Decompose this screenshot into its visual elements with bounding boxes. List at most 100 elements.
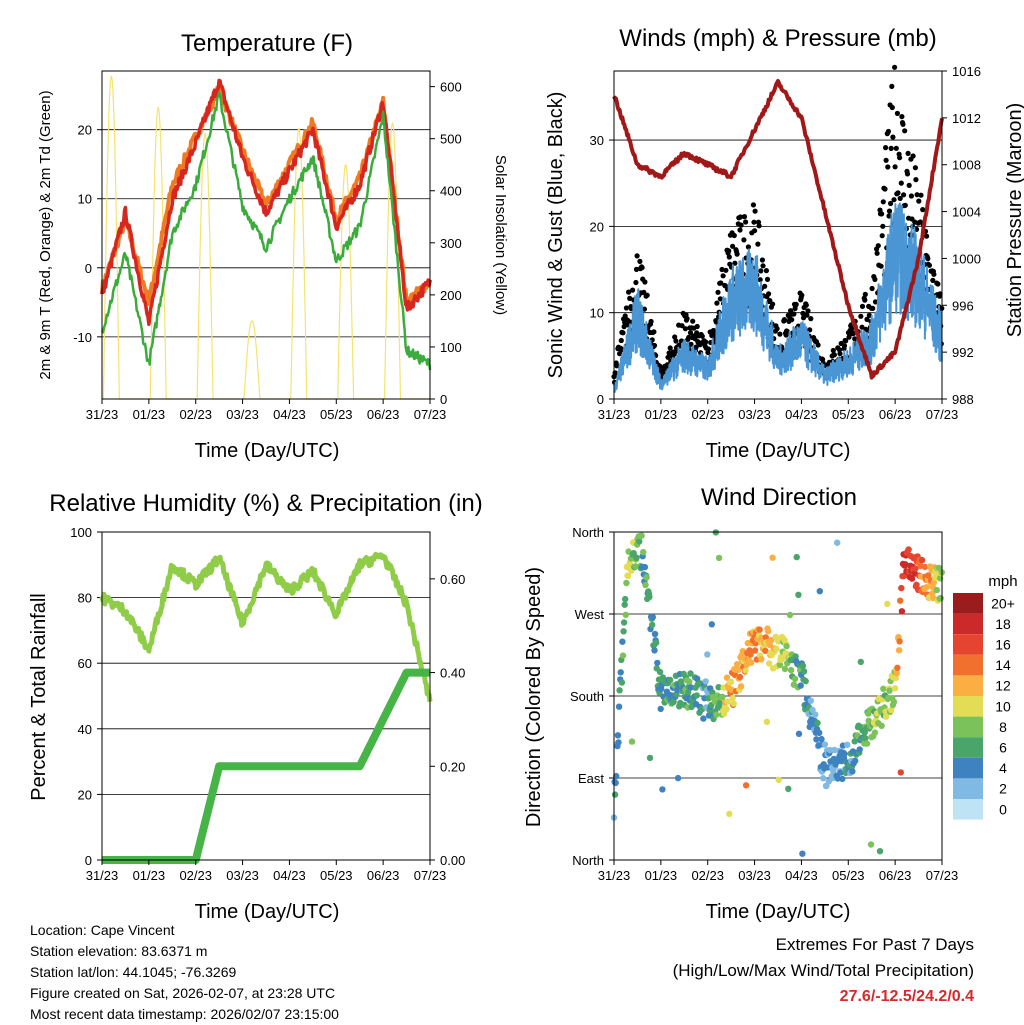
gust-point [626, 289, 632, 295]
rh-y-label: Percent & Total Rainfall [28, 593, 50, 801]
direction-point [893, 670, 900, 677]
gust-point [900, 121, 906, 127]
x-tick-label: 07/23 [926, 407, 959, 422]
gust-point [841, 343, 848, 349]
gust-point [633, 266, 640, 272]
rh-line [99, 551, 433, 703]
gust-point [618, 337, 624, 344]
direction-point [709, 689, 716, 696]
x-tick-label: 31/23 [598, 868, 631, 883]
y2-tick-label: 200 [440, 288, 462, 303]
gust-point [885, 164, 891, 170]
sonic-wind-line [613, 202, 943, 393]
x-tick-label: 05/23 [320, 868, 353, 883]
plot-frame-temp [101, 70, 431, 400]
direction-point [818, 735, 825, 743]
temp-series-red [100, 78, 432, 327]
gust-point [869, 285, 875, 292]
colorbar-label: 16 [995, 637, 1011, 653]
plot-frame-rh [101, 531, 431, 861]
gust-point [931, 271, 937, 277]
x-tick-label: 06/23 [367, 407, 400, 422]
direction-point [793, 553, 800, 561]
direction-point [763, 718, 771, 725]
x-tick-label: 31/23 [86, 407, 119, 422]
x-tick-label: 06/23 [879, 868, 912, 883]
dir-y-label: Direction (Colored By Speed) [523, 567, 545, 827]
gust-point [672, 334, 678, 340]
gust-point [623, 305, 630, 311]
gust-point [894, 110, 901, 116]
direction-point [923, 584, 930, 591]
gust-point [883, 157, 889, 163]
direction-point [642, 581, 649, 589]
y-tick-label: 0 [597, 392, 604, 407]
direction-point [898, 584, 905, 592]
colorbar-label: 10 [995, 698, 1011, 714]
colorbar-swatch [953, 634, 983, 655]
y2-tick-label: 100 [440, 340, 462, 355]
direction-point [619, 652, 627, 659]
direction-point [615, 703, 623, 710]
y2-tick-label: 600 [440, 80, 462, 95]
colorbar-swatch [953, 757, 983, 779]
gust-point [808, 316, 814, 322]
y2-tick-label: 1016 [952, 64, 981, 79]
direction-point [913, 581, 920, 588]
direction-point [787, 666, 795, 674]
direction-point [878, 722, 885, 729]
x-tick-label: 31/23 [598, 407, 631, 422]
gust-point [886, 213, 892, 219]
colorbar-label: 2 [999, 781, 1007, 797]
gust-point [815, 342, 821, 348]
direction-point [702, 678, 709, 685]
gust-point [752, 208, 758, 214]
direction-point [897, 769, 904, 776]
gust-point [715, 289, 721, 295]
direction-point [888, 706, 895, 714]
station-info: Location: Cape Vincent Station elevation… [30, 920, 339, 1025]
gust-point [885, 128, 892, 135]
direction-point [719, 693, 726, 701]
x-tick-label: 03/23 [738, 868, 771, 883]
direction-point [617, 669, 624, 676]
gust-point [763, 268, 770, 274]
gust-point [888, 200, 894, 207]
direction-point [880, 685, 887, 692]
wind-y-label: Sonic Wind & Gust (Blue, Black) [545, 92, 567, 379]
direction-point [783, 643, 790, 650]
gust-point [897, 195, 903, 201]
y-tick-label: 80 [78, 591, 92, 606]
y-tick-label: South [570, 689, 604, 704]
direction-point [622, 595, 629, 603]
y2-tick-label: 992 [952, 345, 974, 360]
direction-point [768, 636, 775, 644]
colorbar-swatch [953, 593, 983, 614]
wind-y2-label: Station Pressure (Maroon) [1004, 103, 1024, 338]
direction-point [905, 546, 912, 553]
gust-point [791, 311, 797, 317]
elevation-text: Station elevation: 83.6371 m [30, 943, 208, 959]
direction-point [795, 591, 802, 598]
direction-point [908, 575, 916, 582]
temp-x-label: Time (Day/UTC) [195, 440, 340, 462]
gust-point [800, 310, 806, 316]
direction-point [890, 698, 898, 706]
gust-point [906, 182, 912, 188]
direction-point [730, 700, 737, 707]
plot-frame-wind [613, 70, 943, 400]
direction-point [821, 741, 829, 748]
direction-point [813, 736, 820, 743]
gust-point [717, 296, 723, 302]
direction-point [704, 651, 711, 658]
gust-point [726, 254, 732, 260]
direction-point [612, 779, 619, 787]
gust-point [886, 208, 893, 214]
direction-point [686, 678, 693, 685]
direction-point [884, 600, 891, 608]
y2-tick-label: 1000 [952, 251, 981, 266]
gust-point [621, 324, 627, 330]
gust-point [866, 312, 872, 318]
direction-point [882, 713, 890, 720]
